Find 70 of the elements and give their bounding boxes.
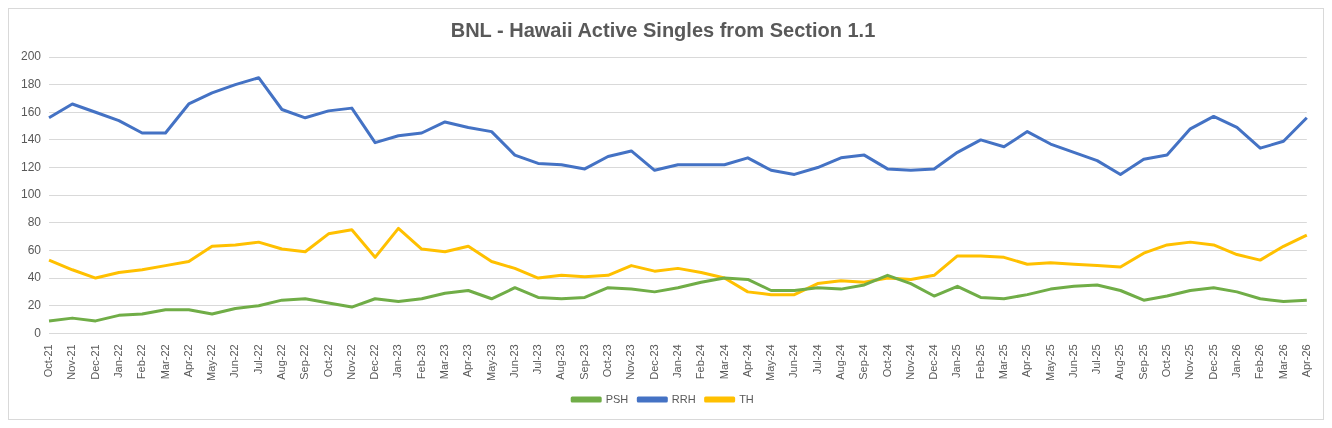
y-tick-label: 100 — [20, 187, 42, 202]
x-tick-label: May-24 — [764, 344, 777, 382]
x-tick-label: Jul-25 — [1090, 344, 1103, 375]
x-tick-label: Dec-25 — [1206, 344, 1219, 380]
x-tick-label: May-23 — [484, 344, 497, 382]
x-tick-label: Feb-24 — [694, 344, 707, 380]
x-tick-label: Dec-24 — [927, 344, 940, 380]
x-tick-label: Apr-22 — [181, 344, 194, 378]
x-tick-label: Aug-22 — [274, 344, 287, 380]
x-tick-label: Jul-24 — [810, 344, 823, 375]
x-tick-label: Feb-23 — [414, 344, 427, 380]
x-tick-label: Jul-22 — [251, 344, 264, 375]
x-tick-label: Jan-24 — [670, 344, 683, 378]
x-tick-label: Apr-24 — [740, 344, 753, 378]
y-tick-label: 0 — [34, 325, 42, 340]
x-tick-label: Oct-25 — [1160, 344, 1173, 378]
legend-label: RRH — [671, 392, 696, 405]
x-tick-label: Jan-23 — [391, 344, 404, 378]
x-tick-label: Nov-25 — [1183, 344, 1196, 380]
x-tick-label: Apr-26 — [1299, 344, 1312, 378]
x-tick-label: Mar-26 — [1276, 344, 1289, 380]
y-tick-label: 40 — [27, 270, 42, 285]
x-tick-label: Nov-22 — [344, 344, 357, 380]
x-tick-label: Nov-21 — [65, 344, 78, 380]
y-tick-label: 180 — [20, 76, 42, 91]
x-tick-label: May-25 — [1043, 344, 1056, 382]
x-tick-label: Dec-23 — [647, 344, 660, 380]
x-tick-label: Oct-22 — [321, 344, 334, 378]
x-tick-label: Mar-24 — [717, 344, 730, 380]
x-tick-label: Jan-26 — [1229, 344, 1242, 378]
x-tick-label: Jul-23 — [531, 344, 544, 375]
y-tick-label: 60 — [27, 242, 42, 257]
x-tick-label: Sep-25 — [1136, 344, 1149, 380]
x-tick-label: Oct-21 — [42, 344, 55, 378]
x-tick-label: Mar-23 — [438, 344, 451, 380]
x-tick-label: Apr-25 — [1020, 344, 1033, 378]
x-tick-label: Nov-24 — [903, 344, 916, 380]
x-tick-label: Mar-25 — [997, 344, 1010, 380]
x-tick-label: Feb-25 — [973, 344, 986, 380]
y-tick-label: 160 — [20, 104, 42, 119]
x-tick-label: Nov-23 — [624, 344, 637, 380]
x-tick-label: Mar-22 — [158, 344, 171, 380]
y-tick-label: 140 — [20, 132, 42, 147]
x-tick-label: Oct-24 — [880, 344, 893, 378]
x-tick-label: Jun-22 — [228, 344, 241, 378]
y-tick-label: 20 — [27, 298, 42, 312]
x-tick-label: Sep-23 — [577, 344, 590, 380]
y-tick-label: 80 — [27, 215, 42, 230]
x-tick-label: Dec-22 — [368, 344, 381, 380]
x-tick-label: Apr-23 — [461, 344, 474, 378]
x-tick-label: Aug-25 — [1113, 344, 1126, 380]
y-tick-label: 120 — [20, 159, 42, 174]
legend-label: TH — [739, 392, 754, 405]
x-tick-label: Sep-22 — [298, 344, 311, 380]
x-tick-label: Jun-25 — [1066, 344, 1079, 378]
x-tick-label: Jun-23 — [507, 344, 520, 378]
x-tick-label: Aug-24 — [833, 344, 846, 380]
x-tick-label: Dec-21 — [88, 344, 101, 380]
x-tick-label: Sep-24 — [857, 344, 870, 380]
x-tick-label: May-22 — [205, 344, 218, 382]
x-tick-label: Feb-22 — [135, 344, 148, 380]
x-tick-label: Jan-25 — [950, 344, 963, 378]
y-tick-label: 200 — [20, 49, 42, 64]
x-tick-label: Aug-23 — [554, 344, 567, 380]
x-tick-label: Jun-24 — [787, 344, 800, 378]
x-tick-label: Jan-22 — [111, 344, 124, 378]
x-tick-label: Feb-26 — [1253, 344, 1266, 380]
x-tick-label: Oct-23 — [601, 344, 614, 378]
legend-label: PSH — [605, 392, 629, 405]
chart-title: BNL - Hawaii Active Singles from Section 1.1 — [450, 18, 876, 41]
